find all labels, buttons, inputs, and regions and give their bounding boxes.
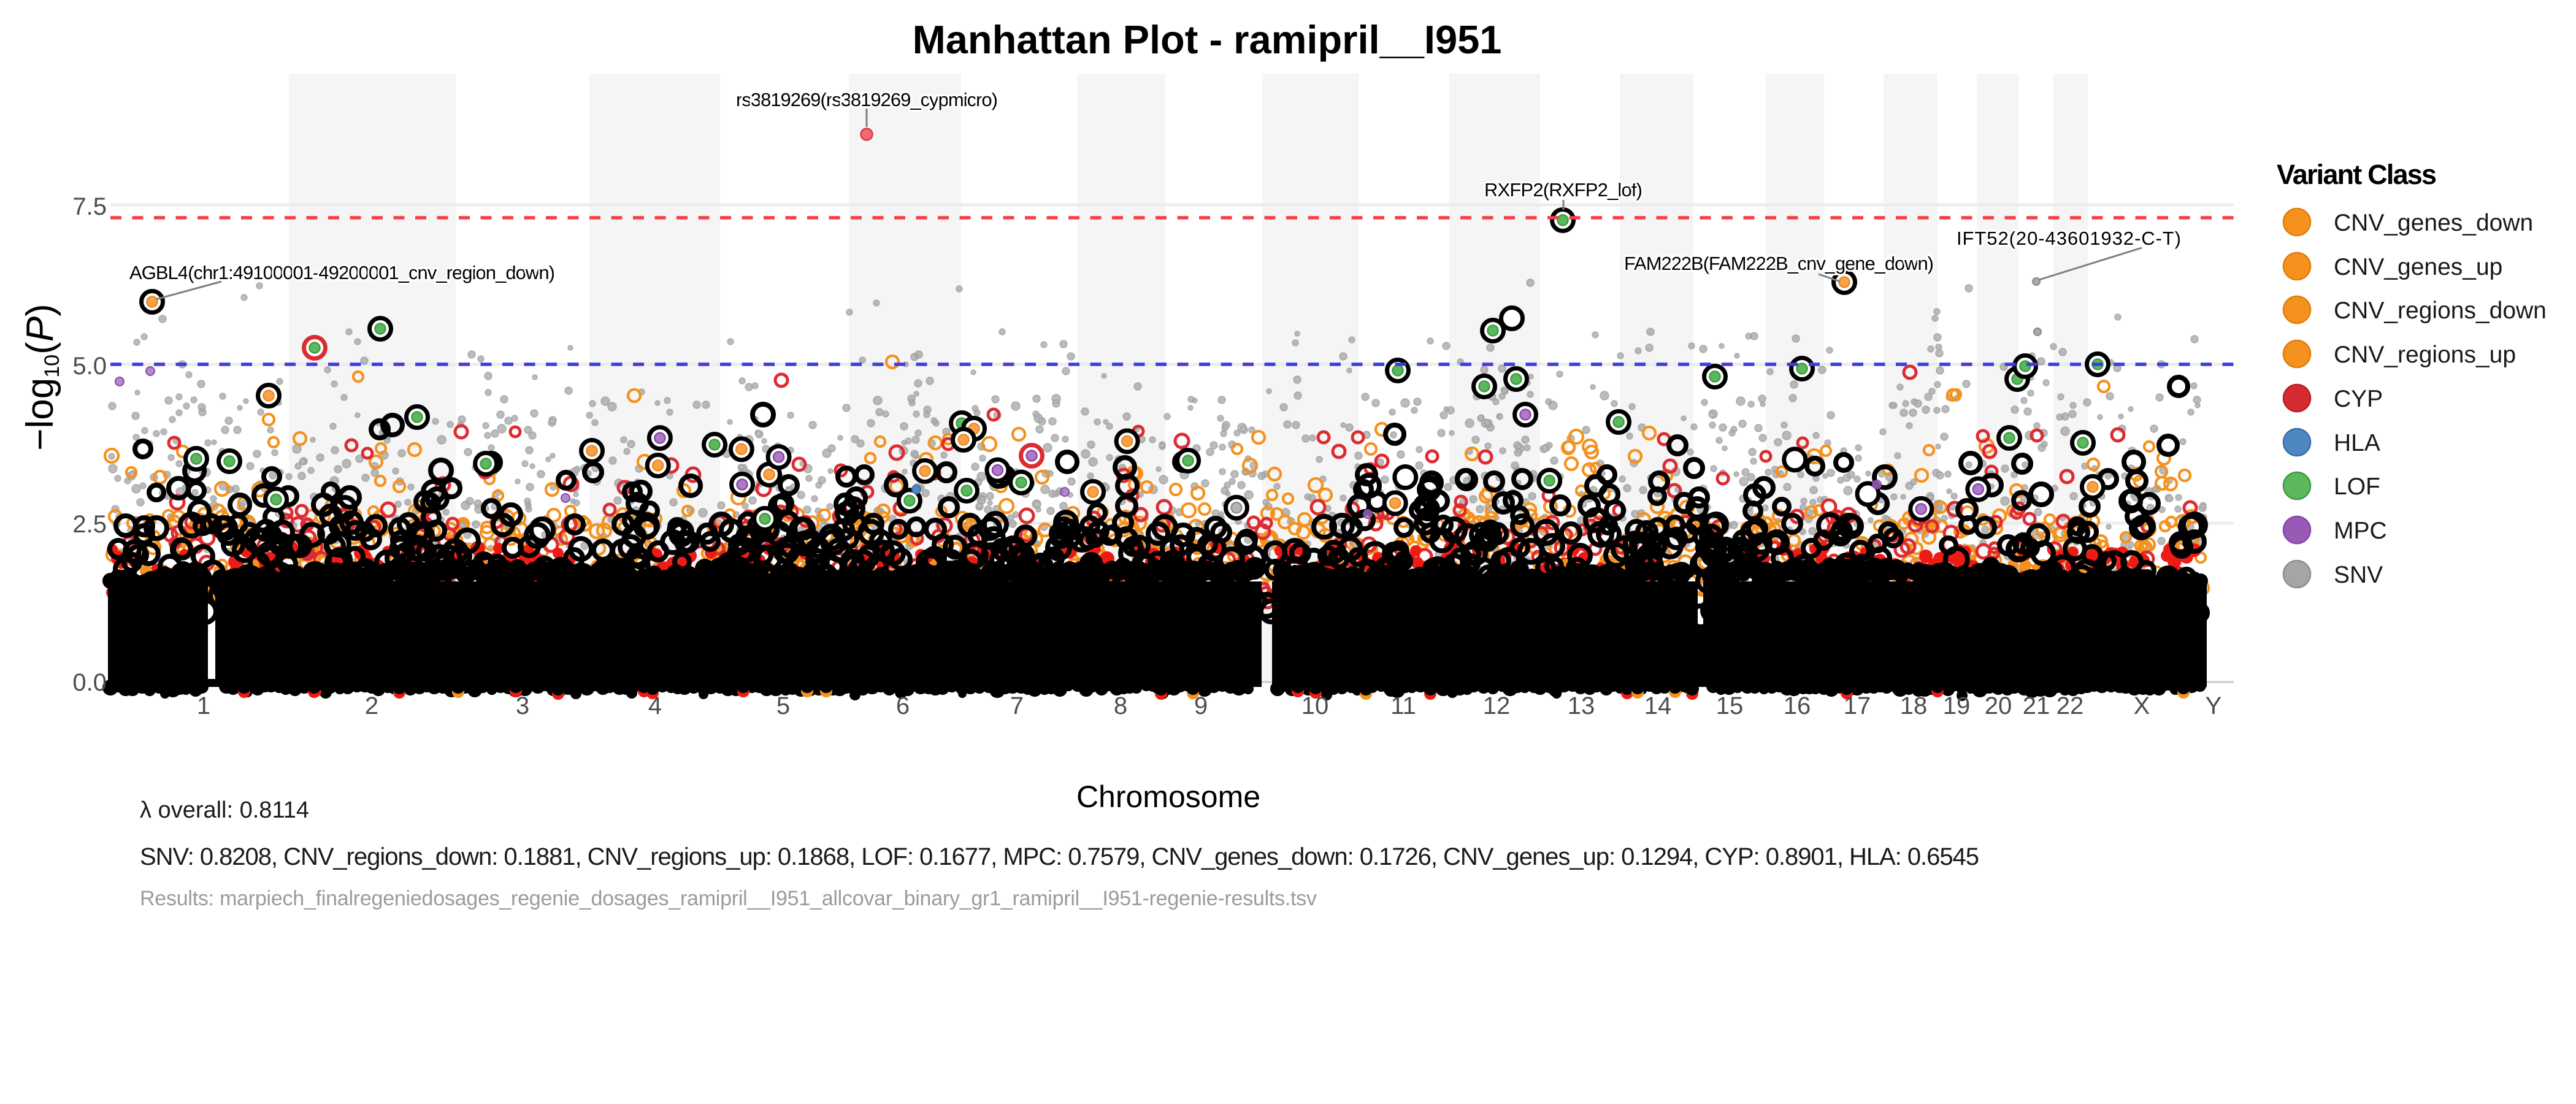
svg-text:5.0: 5.0 bbox=[72, 353, 107, 380]
svg-text:CNV_regions_up: CNV_regions_up bbox=[2334, 342, 2516, 368]
svg-text:Results: marpiech_finalregenie: Results: marpiech_finalregeniedosages_re… bbox=[140, 887, 1317, 910]
svg-text:HLA: HLA bbox=[2334, 430, 2380, 456]
svg-text:IFT52(20-43601932-C-T): IFT52(20-43601932-C-T) bbox=[1957, 228, 2181, 249]
svg-text:7.5: 7.5 bbox=[72, 193, 107, 220]
svg-text:17: 17 bbox=[1844, 692, 1871, 719]
svg-text:Y: Y bbox=[2206, 692, 2222, 719]
svg-text:6: 6 bbox=[896, 692, 910, 719]
svg-text:16: 16 bbox=[1784, 692, 1811, 719]
svg-text:Manhattan Plot - ramipril__I95: Manhattan Plot - ramipril__I951 bbox=[913, 17, 1502, 62]
svg-text:10: 10 bbox=[1301, 692, 1329, 719]
svg-text:19: 19 bbox=[1943, 692, 1971, 719]
svg-text:RXFP2(RXFP2_lof): RXFP2(RXFP2_lof) bbox=[1484, 179, 1643, 201]
svg-text:8: 8 bbox=[1114, 692, 1127, 719]
svg-text:14: 14 bbox=[1644, 692, 1672, 719]
svg-text:CNV_genes_down: CNV_genes_down bbox=[2334, 210, 2533, 236]
svg-text:2.5: 2.5 bbox=[72, 511, 107, 538]
svg-text:SNV: SNV bbox=[2334, 562, 2383, 588]
svg-text:3: 3 bbox=[516, 692, 529, 719]
svg-text:2: 2 bbox=[365, 692, 378, 719]
svg-text:CNV_regions_down: CNV_regions_down bbox=[2334, 297, 2547, 324]
svg-text:AGBL4(chr1:49100001-49200001_c: AGBL4(chr1:49100001-49200001_cnv_region_… bbox=[129, 262, 555, 283]
svg-text:rs3819269(rs3819269_cypmicro): rs3819269(rs3819269_cypmicro) bbox=[736, 89, 998, 110]
svg-text:λ overall: 0.8114: λ overall: 0.8114 bbox=[140, 797, 309, 823]
svg-text:−log10(P): −log10(P) bbox=[19, 304, 64, 450]
svg-text:1: 1 bbox=[197, 692, 210, 719]
svg-text:9: 9 bbox=[1194, 692, 1208, 719]
svg-text:15: 15 bbox=[1716, 692, 1744, 719]
svg-text:X: X bbox=[2134, 692, 2150, 719]
svg-text:21: 21 bbox=[2023, 692, 2050, 719]
svg-text:CNV_genes_up: CNV_genes_up bbox=[2334, 254, 2502, 280]
svg-text:0.0: 0.0 bbox=[72, 669, 107, 696]
svg-text:11: 11 bbox=[1390, 692, 1416, 719]
svg-text:SNV: 0.8208, CNV_regions_down:: SNV: 0.8208, CNV_regions_down: 0.1881, C… bbox=[140, 843, 1979, 870]
svg-text:MPC: MPC bbox=[2334, 518, 2387, 544]
svg-text:20: 20 bbox=[1985, 692, 2012, 719]
svg-text:Chromosome: Chromosome bbox=[1076, 780, 1260, 814]
svg-text:13: 13 bbox=[1568, 692, 1595, 719]
svg-text:4: 4 bbox=[648, 692, 662, 719]
svg-text:12: 12 bbox=[1483, 692, 1511, 719]
svg-text:LOF: LOF bbox=[2334, 473, 2380, 500]
svg-text:CYP: CYP bbox=[2334, 386, 2383, 412]
svg-text:18: 18 bbox=[1900, 692, 1928, 719]
svg-text:Variant Class: Variant Class bbox=[2277, 159, 2437, 190]
svg-text:22: 22 bbox=[2057, 692, 2084, 719]
svg-text:FAM222B(FAM222B_cnv_gene_down): FAM222B(FAM222B_cnv_gene_down) bbox=[1624, 253, 1934, 274]
svg-text:5: 5 bbox=[776, 692, 790, 719]
svg-text:7: 7 bbox=[1010, 692, 1024, 719]
